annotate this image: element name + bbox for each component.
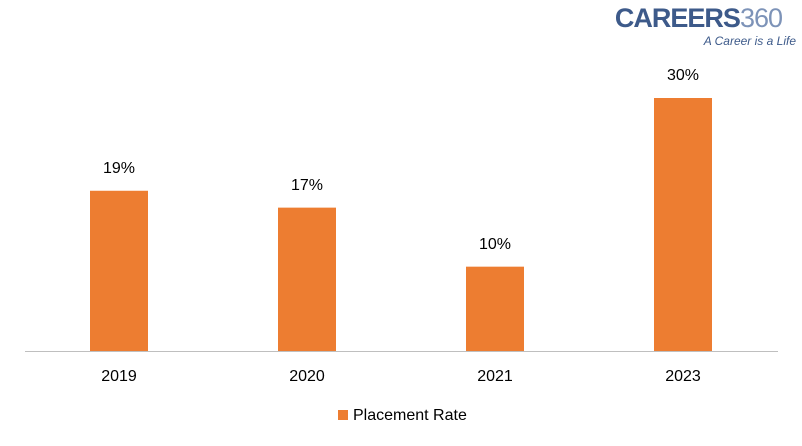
- logo-number: 360: [740, 3, 782, 33]
- value-label: 17%: [291, 177, 323, 194]
- logo: CAREERS360: [615, 3, 782, 33]
- value-label: 30%: [667, 67, 699, 84]
- bar: [654, 98, 712, 351]
- x-tick-label: 2021: [477, 368, 513, 385]
- value-label: 10%: [479, 236, 511, 253]
- value-label: 19%: [103, 160, 135, 177]
- bar: [466, 266, 524, 351]
- bar: [278, 207, 336, 351]
- logo-tagline: A Career is a Life: [703, 34, 797, 48]
- legend-swatch: [338, 410, 348, 420]
- x-tick-label: 2019: [101, 368, 137, 385]
- x-tick-label: 2020: [289, 368, 325, 385]
- legend-label: Placement Rate: [353, 407, 467, 424]
- bar: [90, 190, 148, 351]
- logo-brand: CAREERS: [615, 3, 740, 33]
- x-tick-label: 2023: [665, 368, 701, 385]
